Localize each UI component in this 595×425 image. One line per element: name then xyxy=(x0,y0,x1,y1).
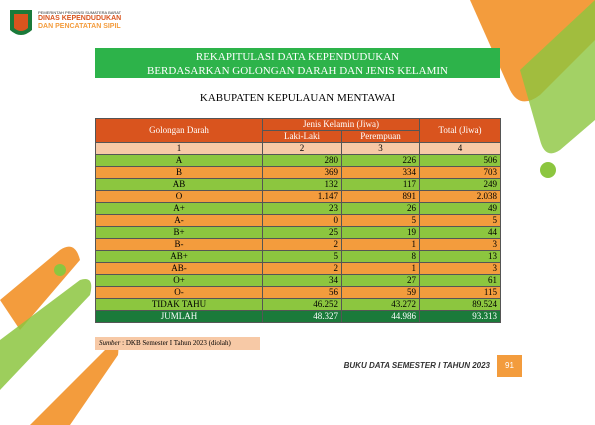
table-cell: 8 xyxy=(340,250,421,263)
table-cell: JUMLAH xyxy=(95,310,263,323)
table-row: B 369 334 703 xyxy=(95,166,502,179)
table-cell: 48.327 xyxy=(262,310,342,323)
table-cell: 44.986 xyxy=(340,310,421,323)
table-cell: 46.252 xyxy=(262,298,342,311)
table-cell: 93.313 xyxy=(419,310,502,323)
logo-text: PEMERINTAH PROVINSI SUMATERA BARAT DINAS… xyxy=(38,10,122,31)
title-line: BERDASARKAN GOLONGAN DARAH DAN JENIS KEL… xyxy=(147,65,448,77)
table-row: A- 0 5 5 xyxy=(95,214,502,227)
table-cell: 369 xyxy=(262,166,342,179)
table-cell: 5 xyxy=(419,214,502,227)
table-cell: 115 xyxy=(419,286,502,299)
table-row: AB 132 117 249 xyxy=(95,178,502,191)
table-cell: 2.038 xyxy=(419,190,502,203)
table-cell: A xyxy=(95,154,263,167)
table-cell: 61 xyxy=(419,274,502,287)
table-cell: 25 xyxy=(262,226,342,239)
source-text: : DKB Semester I Tahun 2023 (diolah) xyxy=(122,339,231,347)
table-row: AB- 2 1 3 xyxy=(95,262,502,275)
table-row: A+ 23 26 49 xyxy=(95,202,502,215)
table-cell: 703 xyxy=(419,166,502,179)
table-cell: 49 xyxy=(419,202,502,215)
table-cell: 132 xyxy=(262,178,342,191)
table-cell: O+ xyxy=(95,274,263,287)
table-cell: TIDAK TAHU xyxy=(95,298,263,311)
table-cell: 2 xyxy=(262,142,342,155)
subtitle: KABUPATEN KEPULAUAN MENTAWAI xyxy=(199,92,396,104)
table-cell: AB+ xyxy=(95,250,263,263)
table-row: B- 2 1 3 xyxy=(95,238,502,251)
table-cell: 2 xyxy=(262,238,342,251)
table-cell: 4 xyxy=(419,142,502,155)
table-cell: 3 xyxy=(419,238,502,251)
table-cell: O xyxy=(95,190,263,203)
source-note: Sumber : DKB Semester I Tahun 2023 (diol… xyxy=(95,337,260,350)
table-cell: 26 xyxy=(340,202,421,215)
header-cell: Total (Jiwa) xyxy=(419,118,502,143)
table-row: AB+ 5 8 13 xyxy=(95,250,502,263)
table-cell: A- xyxy=(95,214,263,227)
table-row: JUMLAH 48.327 44.986 93.313 xyxy=(95,310,502,323)
table-row: TIDAK TAHU 46.252 43.272 89.524 xyxy=(95,298,502,311)
title-banner: REKAPITULASI DATA KEPENDUDUKAN BERDASARK… xyxy=(95,48,500,78)
table-cell: 89.524 xyxy=(419,298,502,311)
table-row: O- 56 59 115 xyxy=(95,286,502,299)
data-table: Golongan Darah Jenis Kelamin (Jiwa) Tota… xyxy=(95,118,502,323)
table-cell: 3 xyxy=(340,142,421,155)
table-cell: 56 xyxy=(262,286,342,299)
table-cell: 117 xyxy=(340,178,421,191)
header-cell: Perempuan xyxy=(340,130,421,143)
table-cell: 1 xyxy=(95,142,263,155)
table-row: A 280 226 506 xyxy=(95,154,502,167)
table-cell: 1.147 xyxy=(262,190,342,203)
header-cell: Golongan Darah xyxy=(95,118,263,143)
table-row: B+ 25 19 44 xyxy=(95,226,502,239)
table-cell: 891 xyxy=(340,190,421,203)
table-cell: AB- xyxy=(95,262,263,275)
table-cell: 334 xyxy=(340,166,421,179)
table-cell: A+ xyxy=(95,202,263,215)
table-cell: 3 xyxy=(419,262,502,275)
header-line: PEMERINTAH PROVINSI SUMATERA BARAT xyxy=(38,10,122,15)
table-cell: 506 xyxy=(419,154,502,167)
table-cell: 13 xyxy=(419,250,502,263)
table-cell: 44 xyxy=(419,226,502,239)
title-line: REKAPITULASI DATA KEPENDUDUKAN xyxy=(195,51,400,63)
header-line: DINAS KEPENDUDUKAN xyxy=(38,15,122,23)
source-label: Sumber xyxy=(99,339,121,347)
table-cell: 27 xyxy=(340,274,421,287)
table-cell: O- xyxy=(95,286,263,299)
table-cell: 280 xyxy=(262,154,342,167)
header-line: DAN PENCATATAN SIPIL xyxy=(38,23,121,31)
table-cell: B+ xyxy=(95,226,263,239)
table-cell: 2 xyxy=(262,262,342,275)
table-cell: 1 xyxy=(340,262,421,275)
table-cell: 5 xyxy=(262,250,342,263)
table-cell: 34 xyxy=(262,274,342,287)
table-cell: 23 xyxy=(262,202,342,215)
table-cell: 19 xyxy=(340,226,421,239)
table-cell: 249 xyxy=(419,178,502,191)
table-cell: B xyxy=(95,166,263,179)
table-cell: B- xyxy=(95,238,263,251)
table-row: O 1.147 891 2.038 xyxy=(95,190,502,203)
table-cell: 226 xyxy=(340,154,421,167)
table-cell: 0 xyxy=(262,214,342,227)
table-row: O+ 34 27 61 xyxy=(95,274,502,287)
table-cell: 43.272 xyxy=(340,298,421,311)
header-cell: Laki-Laki xyxy=(262,130,342,143)
table-cell: AB xyxy=(95,178,263,191)
header-cell: Jenis Kelamin (Jiwa) xyxy=(261,118,421,131)
table-cell: 5 xyxy=(340,214,421,227)
footer-text: BUKU DATA SEMESTER I TAHUN 2023 xyxy=(343,361,490,370)
table-cell: 1 xyxy=(340,238,421,251)
page-number: 91 xyxy=(497,355,522,377)
table-cell: 59 xyxy=(340,286,421,299)
